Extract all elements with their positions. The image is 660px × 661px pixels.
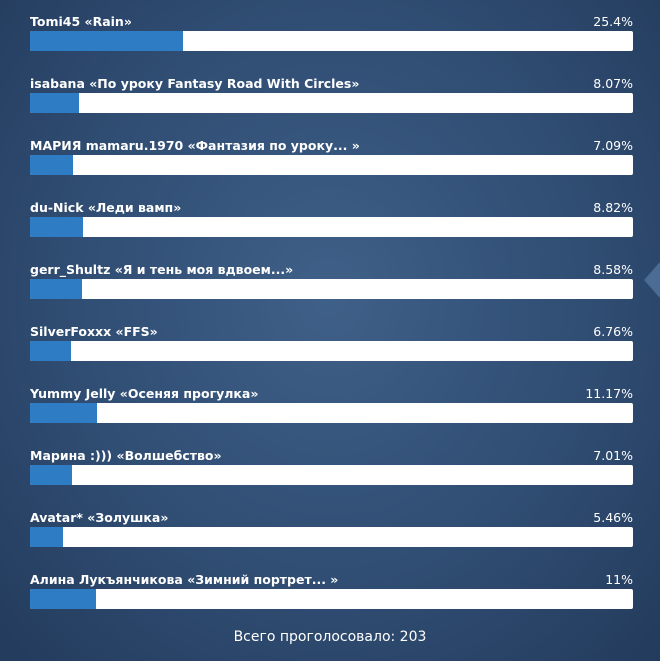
poll-item-title: Tomi45 «Rain» [30,13,132,29]
poll-item-title: Yummy Jelly «Осеняя прогулка» [30,385,259,401]
poll-item-percent: 25.4% [593,13,633,29]
progress-bar-fill [30,403,98,423]
poll-item-title: SilverFoxxx «FFS» [30,323,158,339]
poll-item-title: du-Nick «Леди вамп» [30,199,182,215]
progress-bar-track [30,31,633,51]
progress-bar-fill [30,465,73,485]
poll-item-percent: 8.07% [593,75,633,91]
panel-edge-arrow [644,262,660,298]
progress-bar-fill [30,527,63,547]
poll-item-title: МАРИЯ mamaru.1970 «Фантазия по уроку... … [30,137,360,153]
progress-bar-track [30,341,633,361]
progress-bar-fill [30,217,84,237]
poll-item-percent: 6.76% [593,323,633,339]
poll-item: Алина Лукъянчикова «Зимний портрет... » … [30,569,633,631]
poll-item: Avatar* «Золушка» 5.46% [30,507,633,569]
progress-bar-fill [30,93,79,113]
poll-item: gerr_Shultz «Я и тень моя вдвоем...» 8.5… [30,259,633,321]
poll-item-percent: 7.09% [593,137,633,153]
poll-item-title: Алина Лукъянчикова «Зимний портрет... » [30,571,339,587]
poll-item-percent: 7.01% [593,447,633,463]
poll-item-percent: 5.46% [593,509,633,525]
poll-item-title: Avatar* «Золушка» [30,509,169,525]
poll-item: du-Nick «Леди вамп» 8.82% [30,197,633,259]
progress-bar-fill [30,589,97,609]
poll-results: Tomi45 «Rain» 25.4% isabana «По уроку Fa… [30,11,633,631]
poll-item: МАРИЯ mamaru.1970 «Фантазия по уроку... … [30,135,633,197]
poll-item: Tomi45 «Rain» 25.4% [30,11,633,73]
progress-bar-track [30,217,633,237]
progress-bar-track [30,403,633,423]
progress-bar-fill [30,279,82,299]
progress-bar-track [30,93,633,113]
poll-item: isabana «По уроку Fantasy Road With Circ… [30,73,633,135]
progress-bar-track [30,155,633,175]
progress-bar-fill [30,31,184,51]
poll-item-percent: 8.58% [593,261,633,277]
progress-bar-track [30,279,633,299]
progress-bar-track [30,527,633,547]
poll-item: SilverFoxxx «FFS» 6.76% [30,321,633,383]
poll-item-percent: 11.17% [585,385,633,401]
poll-item-title: gerr_Shultz «Я и тень моя вдвоем...» [30,261,294,277]
progress-bar-track [30,589,633,609]
poll-item-percent: 11% [605,571,633,587]
poll-item-title: isabana «По уроку Fantasy Road With Circ… [30,75,360,91]
poll-item: Марина :))) «Волшебство» 7.01% [30,445,633,507]
poll-item: Yummy Jelly «Осеняя прогулка» 11.17% [30,383,633,445]
poll-item-title: Марина :))) «Волшебство» [30,447,222,463]
progress-bar-track [30,465,633,485]
total-votes-label: Всего проголосовало: 203 [233,629,427,645]
progress-bar-fill [30,155,73,175]
poll-item-percent: 8.82% [593,199,633,215]
progress-bar-fill [30,341,71,361]
